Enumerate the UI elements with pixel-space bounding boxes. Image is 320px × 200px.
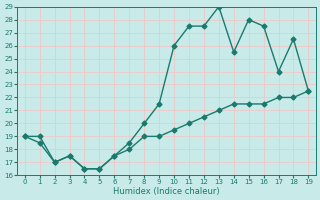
X-axis label: Humidex (Indice chaleur): Humidex (Indice chaleur)	[113, 187, 220, 196]
